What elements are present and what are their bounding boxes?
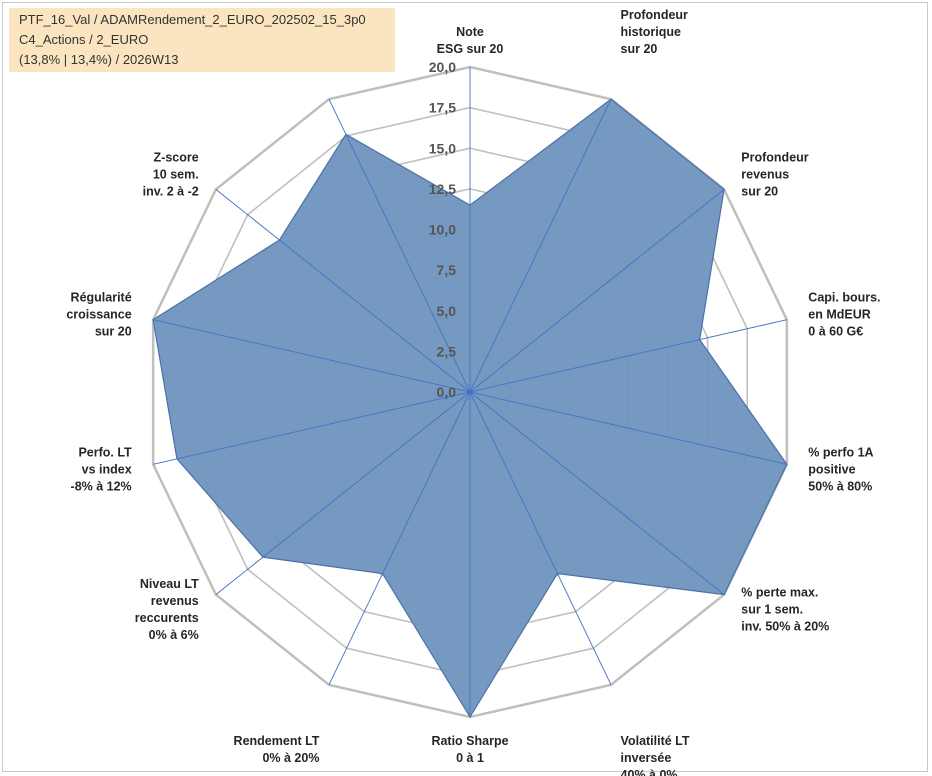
tick-label: 10,0 xyxy=(429,222,456,238)
axis-label-line: Régularité xyxy=(71,290,132,304)
axis-label-line: Volatilité LT xyxy=(621,734,690,748)
axis-label-line: inv. 2 à -2 xyxy=(143,184,199,198)
axis-label-line: sur 20 xyxy=(621,42,658,56)
axis-spoke xyxy=(469,98,612,393)
info-line-portfolio: PTF_16_Val / ADAMRendement_2_EURO_202502… xyxy=(19,12,366,27)
axis-label-line: historique xyxy=(621,25,681,39)
axis-label-line: Ratio Sharpe xyxy=(431,734,508,748)
axis-label: Capi. bours. en MdEUR 0 à 60 G€ xyxy=(808,290,880,338)
radar-tick-labels: 0,0 2,5 5,0 7,5 10,0 12,5 15,0 17,5 20,0 xyxy=(429,59,456,400)
axis-spoke xyxy=(469,391,725,595)
axis-label-line: 10 sem. xyxy=(153,167,199,181)
tick-label: 7,5 xyxy=(437,262,457,278)
axis-label: Ratio Sharpe 0 à 1 xyxy=(431,734,508,765)
axis-label: Rendement LT 0% à 20% xyxy=(234,734,320,765)
axis-label-line: 0% à 20% xyxy=(262,751,319,765)
axis-label-line: Note xyxy=(456,25,484,39)
axis-label-line: -8% à 12% xyxy=(71,480,132,494)
axis-label: Perfo. LT vs index -8% à 12% xyxy=(71,446,133,494)
axis-label-line: reccurents xyxy=(135,611,199,625)
axis-label-line: ESG sur 20 xyxy=(437,42,504,56)
axis-label-line: Capi. bours. xyxy=(808,290,880,304)
axis-spoke xyxy=(469,189,725,393)
axis-label-line: Profondeur xyxy=(621,8,688,22)
axis-label-line: 50% à 80% xyxy=(808,480,872,494)
axis-label-line: en MdEUR xyxy=(808,307,871,321)
axis-spoke xyxy=(153,319,471,393)
axis-label-line: inversée xyxy=(621,751,672,765)
axis-spoke xyxy=(328,391,471,686)
axis-label: Régularité croissance sur 20 xyxy=(66,290,131,338)
info-line-stats: (13,8% | 13,4%) / 2026W13 xyxy=(19,52,179,67)
tick-label: 2,5 xyxy=(437,343,457,359)
axis-label-line: positive xyxy=(808,463,855,477)
axis-label-line: Profondeur xyxy=(741,150,808,164)
axis-label: Niveau LT revenus reccurents 0% à 6% xyxy=(135,577,199,642)
axis-spoke xyxy=(153,391,471,465)
axis-spoke xyxy=(215,189,471,393)
axis-spoke xyxy=(328,98,471,393)
axis-label: Note ESG sur 20 xyxy=(437,25,504,56)
axis-label: Z-score 10 sem. inv. 2 à -2 xyxy=(143,150,199,198)
axis-label-line: 0 à 1 xyxy=(456,751,484,765)
axis-label-line: sur 20 xyxy=(95,324,132,338)
axis-spoke xyxy=(469,391,787,465)
axis-label-line: inv. 50% à 20% xyxy=(741,620,829,634)
axis-label: % perfo 1A positive 50% à 80% xyxy=(808,446,873,494)
tick-label: 15,0 xyxy=(429,140,456,156)
tick-label: 5,0 xyxy=(437,303,457,319)
axis-label-line: % perte max. xyxy=(741,586,818,600)
axis-label: % perte max. sur 1 sem. inv. 50% à 20% xyxy=(741,586,829,634)
tick-label: 0,0 xyxy=(437,384,457,400)
info-line-category: C4_Actions / 2_EURO xyxy=(19,32,149,47)
axis-label-line: Perfo. LT xyxy=(78,446,132,460)
axis-label-line: Z-score xyxy=(154,150,199,164)
axis-label: Volatilité LT inversée 40% à 0% xyxy=(621,734,690,776)
axis-label-line: 40% à 0% xyxy=(621,768,678,776)
axis-label-line: revenus xyxy=(151,594,199,608)
tick-label: 12,5 xyxy=(429,181,456,197)
tick-label: 20,0 xyxy=(429,59,456,75)
axis-label: Profondeur revenus sur 20 xyxy=(741,150,808,198)
axis-label-line: sur 20 xyxy=(741,184,778,198)
axis-label-line: 0 à 60 G€ xyxy=(808,324,863,338)
axis-label-line: % perfo 1A xyxy=(808,446,873,460)
axis-spoke xyxy=(469,391,612,686)
axis-label-line: 0% à 6% xyxy=(149,628,199,642)
axis-label-line: revenus xyxy=(741,167,789,181)
axis-label: Profondeur historique sur 20 xyxy=(621,8,688,56)
info-box: PTF_16_Val / ADAMRendement_2_EURO_202502… xyxy=(9,8,395,72)
axis-label-line: Niveau LT xyxy=(140,577,199,591)
radar-spokes xyxy=(153,67,787,717)
axis-label-line: croissance xyxy=(66,307,131,321)
radar-axis-labels: Note ESG sur 20 Profondeur historique sur 20… xyxy=(66,8,880,776)
axis-label-line: vs index xyxy=(82,463,132,477)
axis-spoke xyxy=(215,391,471,595)
axis-label-line: sur 1 sem. xyxy=(741,603,803,617)
axis-label-line: Rendement LT xyxy=(234,734,320,748)
tick-label: 17,5 xyxy=(429,100,456,116)
axis-spoke xyxy=(469,319,787,393)
